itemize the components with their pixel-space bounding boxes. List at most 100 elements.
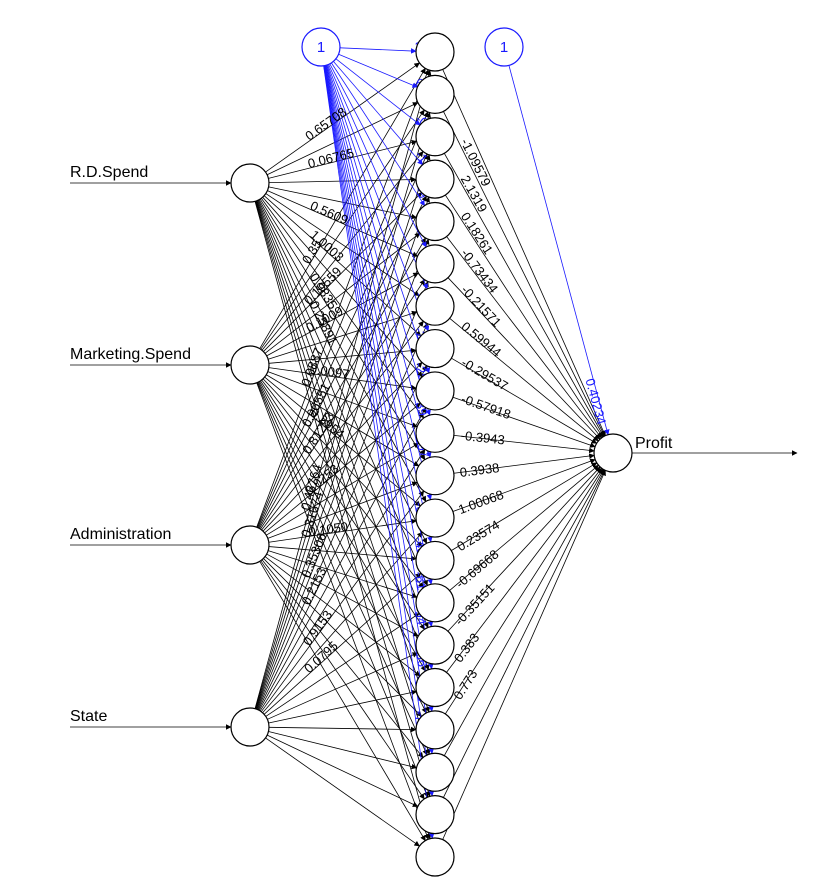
edge-input-0-hidden-0 (265, 62, 420, 173)
edge-input-2-hidden-16 (263, 558, 422, 717)
edge-hidden-9-output (453, 435, 595, 454)
hidden-node-13 (415, 583, 455, 623)
edge-input-2-hidden-10 (267, 481, 418, 539)
output-bias-node (484, 27, 524, 67)
hidden-node-5 (415, 244, 455, 284)
edge-input-1-hidden-3 (263, 192, 422, 352)
hidden-node-2 (415, 117, 455, 157)
edge-input-3-hidden-9 (259, 448, 426, 712)
edge-hidden-10-output (453, 453, 595, 474)
edge-input-0-hidden-5 (267, 190, 419, 257)
output-bias-label: 1 (500, 39, 508, 56)
input-weight-label: 0.65708 (302, 104, 349, 143)
output-weight-label: 0.773 (450, 667, 480, 702)
edge-input-1-hidden-0 (259, 67, 426, 349)
edge-input-0-hidden-3 (268, 176, 417, 183)
bias-edge-hidden-7 (327, 64, 430, 332)
edge-input-3-hidden-7 (257, 365, 428, 711)
edge-hidden-5-output (447, 277, 601, 440)
edge-input-2-hidden-13 (268, 550, 418, 599)
edge-input-3-hidden-4 (256, 238, 430, 710)
bias-edge-output (508, 65, 610, 436)
edge-input-1-hidden-1 (260, 109, 425, 350)
edge-input-3-hidden-0 (254, 69, 432, 709)
input-label-1: Marketing.Spend (70, 346, 191, 363)
input-weight-label: 0.0097 (309, 361, 350, 381)
edge-input-2-hidden-7 (262, 362, 423, 532)
edge-input-2-hidden-9 (266, 442, 420, 536)
edge-input-1-hidden-6 (267, 310, 418, 360)
hidden-bias-label: 1 (317, 39, 325, 56)
output-weight-label: 0.3938 (459, 460, 500, 480)
edge-input-0-hidden-6 (265, 193, 420, 297)
edge-input-3-hidden-16 (268, 726, 417, 733)
hidden-node-8 (415, 371, 455, 411)
edge-input-3-hidden-19 (265, 737, 420, 847)
edge-hidden-4-output (446, 236, 602, 439)
edge-input-1-hidden-15 (259, 381, 426, 672)
edge-input-0-hidden-14 (256, 200, 429, 629)
edge-input-2-hidden-18 (260, 560, 425, 800)
bias-edge-hidden-1 (338, 53, 418, 88)
edge-hidden-15-output (446, 467, 602, 673)
input-node-1 (230, 345, 270, 385)
output-weight-label: 0.23574 (454, 517, 502, 554)
hidden-node-10 (415, 456, 455, 496)
edge-hidden-14-output (447, 466, 601, 632)
output-weight-label: -0.29537 (459, 355, 511, 394)
hidden-node-3 (415, 159, 455, 199)
bias-edge-hidden-18 (323, 65, 435, 797)
nodes-layer (230, 27, 633, 877)
input-label-0: R.D.Spend (70, 164, 148, 181)
output-label: Profit (635, 435, 673, 452)
input-node-3 (230, 707, 270, 747)
output-weight-label: -0.69668 (453, 547, 502, 592)
edge-input-2-hidden-8 (264, 402, 421, 534)
hidden-bias-node (301, 27, 341, 67)
hidden-node-4 (415, 201, 455, 242)
input-node-2 (230, 525, 270, 565)
edge-input-3-hidden-5 (256, 280, 429, 710)
edge-hidden-16-output (444, 468, 604, 715)
edge-input-3-hidden-11 (262, 531, 423, 714)
edge-input-2-hidden-6 (261, 320, 424, 531)
edge-input-3-hidden-17 (268, 731, 418, 770)
edge-input-0-hidden-9 (260, 198, 425, 419)
edge-input-3-hidden-2 (255, 154, 431, 709)
bias-edge-hidden-15 (323, 65, 434, 670)
bias-edge-hidden-0 (339, 47, 417, 54)
labels-layer: 1 1 R.D.Spend Marketing.Spend Administration… (70, 39, 673, 725)
bias-edge-hidden-3 (333, 61, 423, 166)
edge-input-1-hidden-9 (267, 371, 418, 428)
edge-hidden-11-output (452, 458, 596, 512)
bias-edge-hidden-13 (324, 65, 433, 585)
edge-hidden-6-output (449, 317, 599, 442)
bias-edge-hidden-9 (325, 65, 431, 416)
hidden-node-6 (415, 286, 455, 326)
hidden-node-14 (415, 625, 455, 665)
edge-input-3-hidden-6 (257, 323, 428, 710)
edge-input-3-hidden-14 (267, 652, 419, 720)
hidden-node-17 (415, 752, 455, 792)
edge-hidden-17-output (443, 469, 605, 756)
output-weight-label: -0.57918 (459, 391, 512, 422)
input-weight-label: 0.1050 (307, 519, 349, 540)
output-weight-label: 0.383 (451, 630, 483, 665)
hidden-node-15 (415, 667, 455, 708)
edge-input-1-hidden-7 (268, 347, 417, 364)
bias-edge-hidden-2 (335, 58, 421, 126)
edge-input-0-hidden-13 (257, 200, 428, 586)
output-weight-label: -0.3943 (460, 428, 505, 448)
hidden-node-18 (415, 795, 455, 835)
edge-input-2-hidden-17 (261, 559, 424, 758)
bias-edge-hidden-4 (331, 62, 425, 207)
bias-edge-hidden-11 (325, 65, 433, 501)
edge-input-3-hidden-8 (258, 407, 427, 711)
edge-hidden-1-output (443, 111, 605, 437)
hidden-node-19 (415, 837, 455, 877)
bias-edge-hidden-16 (323, 65, 434, 712)
edge-input-1-hidden-17 (257, 382, 428, 756)
hidden-node-11 (415, 498, 455, 538)
